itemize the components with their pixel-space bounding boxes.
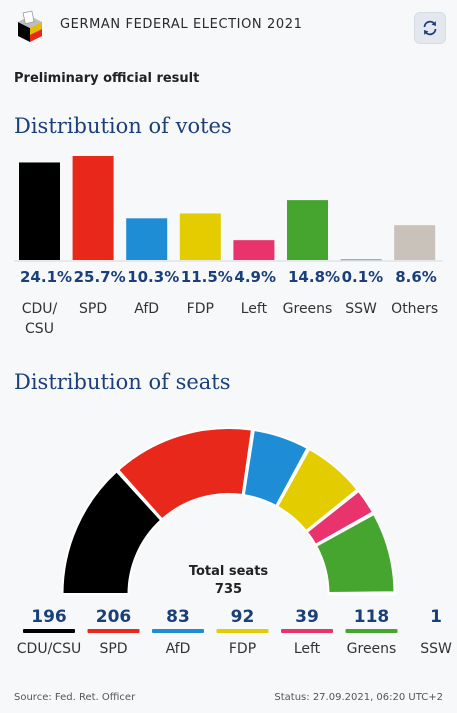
- header: GERMAN FEDERAL ELECTION 2021: [0, 0, 457, 56]
- vote-bar-label-3: 11.5%: [181, 268, 233, 286]
- seat-count-0: 196: [31, 607, 67, 627]
- votes-bar-chart: 24.1% CDU/CSU 25.7% SPD 10.3% AfD 11.5% FDP 4.9%…: [14, 156, 443, 337]
- vote-category-label-1: SPD: [79, 301, 107, 317]
- seat-party-label-6: SSW: [420, 641, 452, 657]
- vote-category-label-4: Left: [241, 301, 268, 317]
- seat-party-label-4: Left: [294, 641, 321, 657]
- vote-category-label-5: Greens: [283, 301, 333, 317]
- vote-category-label-7: Others: [391, 301, 438, 317]
- seat-segment-4: [305, 489, 375, 547]
- vote-bar-5: [287, 200, 328, 260]
- source-note: Source: Fed. Ret. Officer: [14, 692, 136, 703]
- seat-legend-swatch-1: [87, 629, 140, 633]
- vote-bar-1: [72, 156, 114, 260]
- ballot-box-icon: [18, 10, 42, 42]
- seats-section-title: Distribution of seats: [14, 370, 231, 394]
- status-timestamp: Status: 27.09.2021, 06:20 UTC+2: [274, 692, 443, 703]
- result-status-subtitle: Preliminary official result: [14, 71, 200, 86]
- vote-bar-7: [394, 225, 436, 260]
- seat-legend-swatch-4: [281, 629, 333, 633]
- vote-category-label-2: AfD: [134, 301, 159, 317]
- vote-category-label-3: FDP: [187, 301, 214, 317]
- seat-party-label-1: SPD: [99, 641, 127, 657]
- seat-count-5: 118: [354, 607, 390, 627]
- vote-bar-label-4: 4.9%: [234, 268, 276, 286]
- votes-section-title: Distribution of votes: [14, 114, 232, 138]
- seat-legend-swatch-2: [152, 629, 204, 633]
- seat-legend-swatch-5: [345, 629, 398, 633]
- seat-segment-3: [275, 447, 359, 533]
- seat-count-3: 92: [231, 607, 255, 627]
- total-seats-label: Total seats: [189, 564, 269, 579]
- seat-party-label-2: AfD: [166, 641, 191, 657]
- refresh-icon: [423, 20, 437, 36]
- seat-segment-0: [61, 469, 163, 595]
- seat-legend-swatch-3: [216, 629, 269, 633]
- vote-bar-3: [179, 213, 221, 260]
- vote-bar-0: [19, 162, 60, 260]
- vote-bar-label-1: 25.7%: [74, 268, 126, 286]
- vote-bar-label-0: 24.1%: [20, 268, 72, 286]
- seat-count-2: 83: [166, 607, 190, 627]
- seat-segment-2: [242, 428, 309, 508]
- vote-bar-4: [233, 240, 275, 260]
- vote-category-label-0: CDU/CSU: [22, 301, 58, 337]
- vote-bar-label-5: 14.8%: [288, 268, 340, 286]
- vote-bar-6: [340, 259, 382, 261]
- total-seats-value: 735: [215, 582, 242, 597]
- vote-bar-label-7: 8.6%: [395, 268, 437, 286]
- seats-parliament-chart: Total seats 735 196 CDU/CSU 206 SPD 83 AfD 92 FDP…: [17, 427, 452, 657]
- app-title: GERMAN FEDERAL ELECTION 2021: [60, 17, 303, 32]
- vote-bar-label-2: 10.3%: [127, 268, 179, 286]
- seat-party-label-3: FDP: [229, 641, 256, 657]
- seat-party-label-0: CDU/CSU: [17, 641, 81, 657]
- vote-category-label-6: SSW: [345, 301, 377, 317]
- seat-count-6: 1: [430, 607, 442, 627]
- refresh-button[interactable]: [414, 12, 446, 44]
- seat-party-label-5: Greens: [347, 641, 397, 657]
- seat-count-1: 206: [96, 607, 132, 627]
- seat-count-4: 39: [295, 607, 319, 627]
- seat-legend-swatch-0: [23, 629, 75, 633]
- vote-bar-2: [126, 218, 168, 260]
- seat-segment-5: [314, 512, 396, 594]
- vote-bar-label-6: 0.1%: [342, 268, 384, 286]
- seat-segment-1: [116, 427, 254, 521]
